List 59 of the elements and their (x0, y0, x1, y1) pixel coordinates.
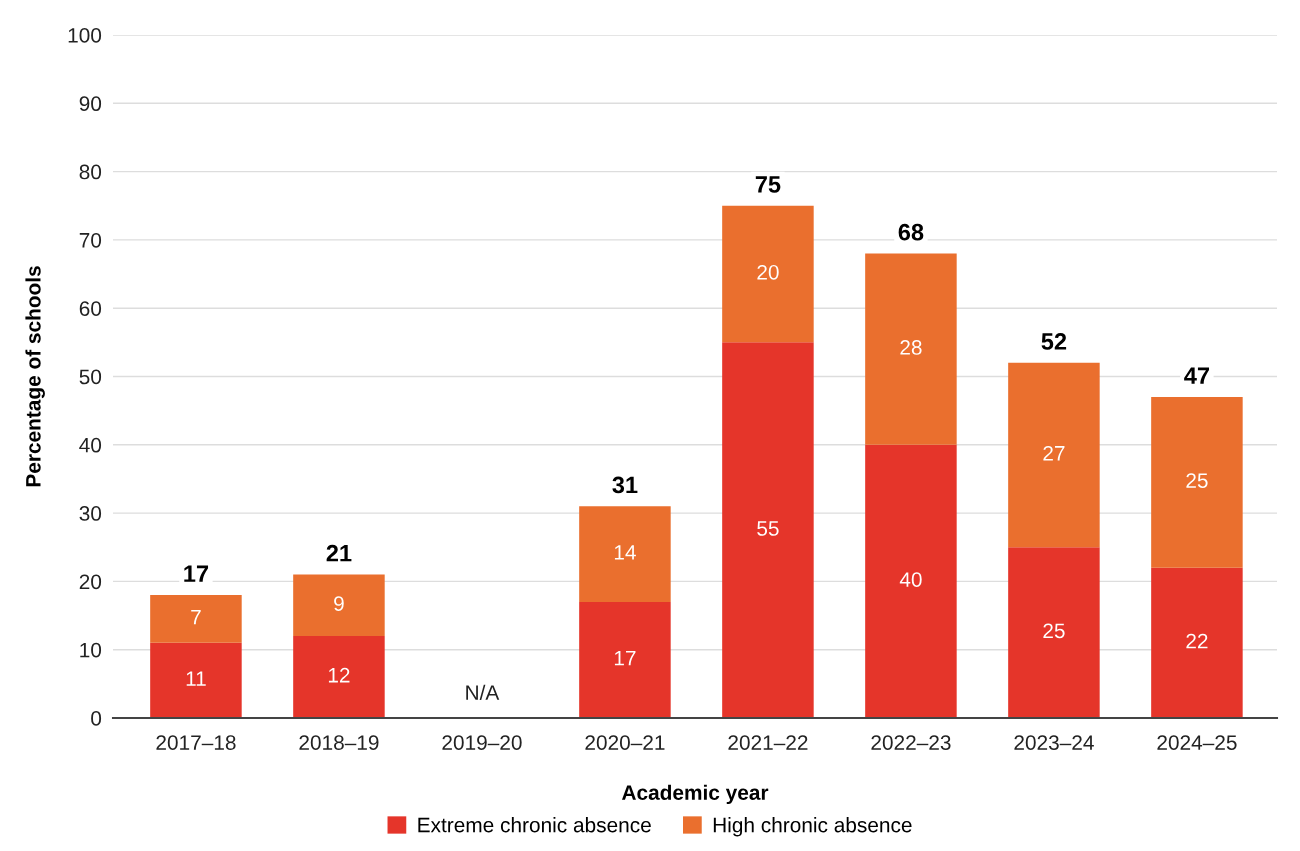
legend-label: Extreme chronic absence (418, 817, 651, 833)
bar (1151, 567, 1243, 718)
data-label: 25 (1043, 623, 1065, 639)
data-label: 28 (900, 340, 922, 355)
bar (722, 205, 814, 343)
bar (579, 601, 671, 718)
data-label: 7 (191, 610, 201, 625)
data-label: 55 (757, 521, 779, 536)
y-tick-label: 90 (79, 96, 102, 112)
x-tick-label: 2018–19 (299, 735, 379, 750)
total-label: 75 (755, 176, 781, 193)
x-tick-label: 2021–22 (728, 735, 808, 750)
bar (1008, 547, 1100, 718)
bar (150, 595, 242, 643)
bar (579, 506, 671, 602)
total-label: 52 (1041, 333, 1067, 350)
total-label: 68 (898, 223, 924, 241)
bar (865, 253, 957, 445)
bar (293, 636, 385, 718)
data-label: 20 (757, 264, 779, 280)
legend-label: High chronic absence (713, 817, 912, 837)
total-label: 47 (1184, 367, 1210, 384)
y-axis-title: Percentage of schools (25, 266, 45, 487)
y-tick-label: 20 (79, 574, 102, 590)
bar (1151, 396, 1243, 568)
data-label: 17 (614, 651, 636, 666)
y-tick-label: 0 (91, 711, 102, 726)
x-tick-label: 2024–25 (1157, 735, 1237, 750)
bar (293, 574, 385, 637)
data-label: 14 (614, 545, 636, 560)
x-tick-label: 2022–23 (871, 735, 951, 750)
total-label: 31 (612, 476, 638, 494)
total-label: 21 (326, 544, 352, 562)
y-tick-label: 100 (68, 28, 102, 43)
y-tick-label: 40 (79, 437, 102, 453)
y-tick-label: 50 (79, 369, 102, 385)
y-tick-label: 70 (79, 232, 102, 248)
data-label: 12 (328, 667, 350, 683)
bar (1008, 362, 1100, 548)
bar (722, 342, 814, 718)
data-label: 11 (186, 671, 206, 686)
x-tick-label: 2017–18 (156, 735, 236, 750)
y-tick-label: 60 (79, 301, 102, 316)
y-tick-label: 80 (79, 164, 102, 180)
bar (865, 444, 957, 718)
x-tick-label: 2023–24 (1014, 735, 1094, 750)
total-label: 17 (184, 565, 209, 582)
bar (150, 642, 242, 718)
x-tick-label: 2019–20 (442, 735, 522, 750)
data-label: 9 (334, 596, 344, 611)
data-label: 25 (1186, 473, 1208, 488)
data-label: 27 (1043, 445, 1065, 461)
y-tick-label: 30 (79, 506, 102, 521)
data-label: 22 (1186, 633, 1208, 649)
y-tick-label: 10 (80, 642, 102, 658)
annotation: N/A (466, 684, 500, 700)
x-axis-title: Academic year (621, 784, 769, 805)
x-tick-label: 2020–21 (585, 735, 665, 750)
data-label: 40 (899, 572, 922, 587)
